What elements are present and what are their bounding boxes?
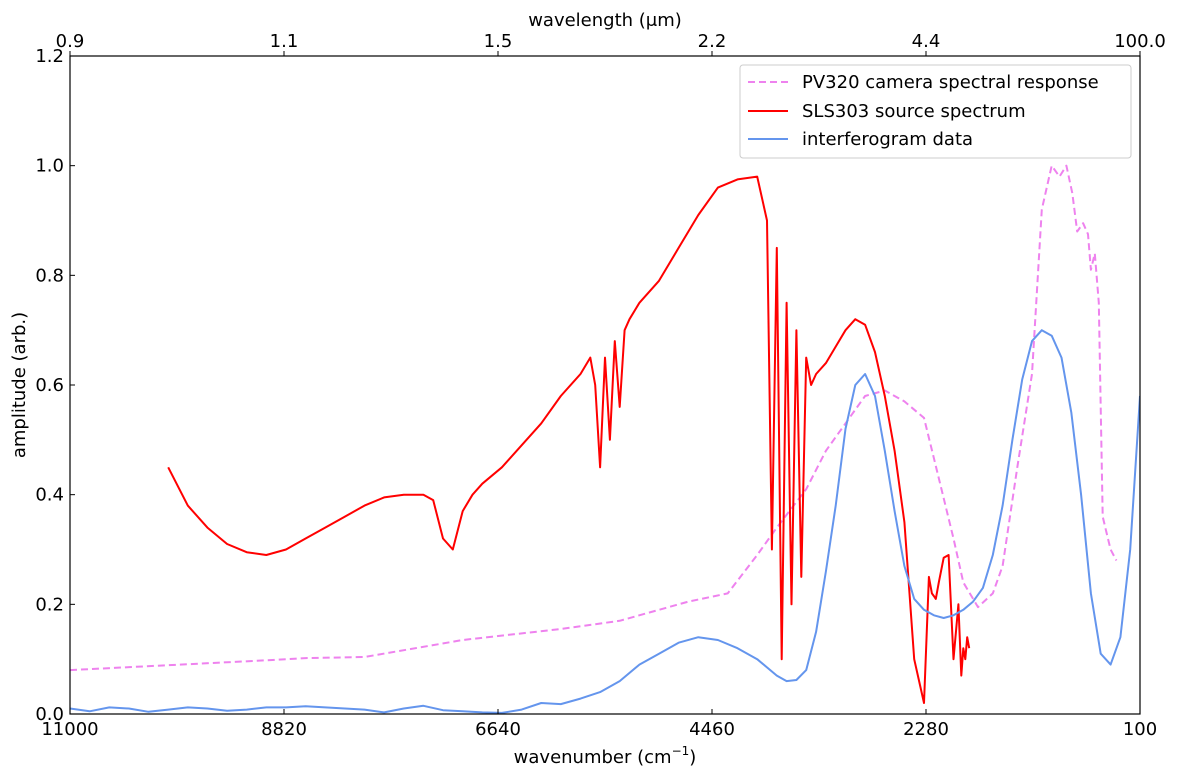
ticks-layer: 11000 8820 6640 4460 2280 100 0.9 1.1 1.5 2.2 4.4 1… (35, 31, 1165, 740)
plot-area (70, 56, 1140, 714)
x-tick-label: 11000 (41, 719, 98, 740)
x-tick-label: 8820 (261, 719, 307, 740)
top-tick-label: 4.4 (912, 31, 941, 52)
series-layer (70, 164, 1140, 714)
series-sls303-line (167, 175, 971, 704)
x-axis-title-end: ) (689, 747, 696, 768)
y-tick-label: 1.2 (35, 46, 64, 67)
series-pv320-line (70, 164, 1118, 672)
top-tick-label: 1.1 (270, 31, 299, 52)
y-tick-label: 0.6 (35, 375, 64, 396)
legend-box (739, 64, 1132, 159)
x-tick-label: 100 (1123, 719, 1157, 740)
y-tick-label: 0.8 (35, 265, 64, 286)
x-axis-title-main: wavenumber (cm (514, 747, 672, 768)
x-axis-title-sup: −1 (672, 744, 690, 758)
y-tick-label: 0.4 (35, 485, 64, 506)
top-tick-label: 0.9 (56, 31, 85, 52)
x-axis-title: wavenumber (cm−1) (514, 744, 697, 768)
top-tick-label: 100.0 (1114, 31, 1166, 52)
top-tick-label: 1.5 (484, 31, 513, 52)
series-interferogram-line (70, 329, 1140, 714)
y-axis-title: amplitude (arb.) (9, 312, 30, 458)
legend-label-pv320: PV320 camera spectral response (802, 72, 1099, 93)
legend-label-sls303: SLS303 source spectrum (802, 101, 1026, 122)
x-tick-label: 2280 (903, 719, 949, 740)
y-tick-label: 1.0 (35, 156, 64, 177)
y-tick-label: 0.2 (35, 594, 64, 615)
y-tick-label: 0.0 (35, 704, 64, 725)
top-tick-label: 2.2 (698, 31, 727, 52)
top-axis-title: wavelength (μm) (528, 10, 682, 31)
legend-label-interferogram: interferogram data (802, 129, 973, 150)
legend: PV320 camera spectral response SLS303 so… (739, 64, 1132, 159)
x-tick-label: 4460 (689, 719, 735, 740)
x-tick-label: 6640 (475, 719, 521, 740)
